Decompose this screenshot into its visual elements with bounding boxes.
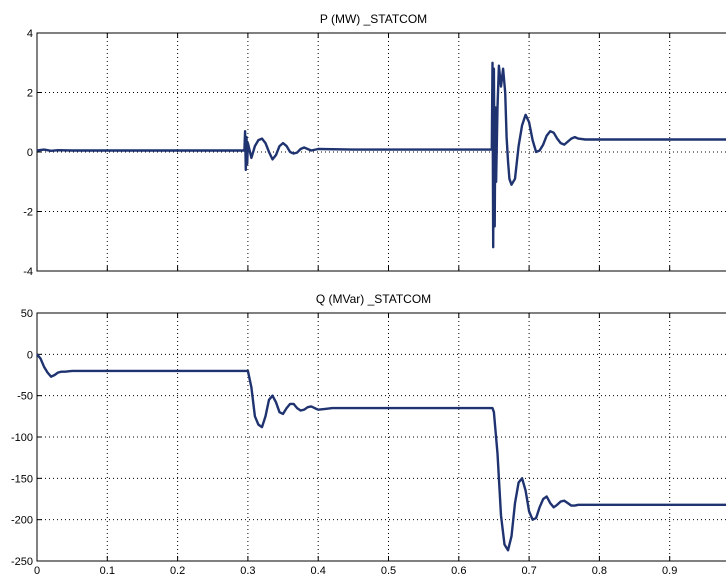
x-tick-label: 0.7 — [521, 565, 536, 577]
y-tick-label: 4 — [27, 28, 33, 40]
x-tick-label: 0.2 — [170, 565, 185, 577]
y-tick-label: -50 — [17, 391, 33, 403]
chart-title: Q (MVar) _STATCOM — [316, 292, 431, 306]
x-tick-label: 0 — [34, 565, 40, 577]
x-tick-label: 0.9 — [662, 565, 677, 577]
y-tick-label: 50 — [21, 308, 33, 320]
x-tick-label: 0.4 — [311, 565, 326, 577]
y-tick-label: -100 — [11, 432, 33, 444]
y-tick-label: 2 — [27, 88, 33, 100]
y-tick-label: 0 — [27, 147, 33, 159]
y-tick-label: -4 — [23, 266, 33, 278]
y-tick-label: -150 — [11, 473, 33, 485]
y-tick-label: -2 — [23, 207, 33, 219]
x-tick-label: 0.8 — [592, 565, 607, 577]
series-line — [36, 353, 726, 552]
x-tick-label: 0.3 — [240, 565, 255, 577]
x-tick-label: 0.6 — [451, 565, 466, 577]
y-tick-label: -250 — [11, 556, 33, 568]
x-tick-label: 0.5 — [381, 565, 396, 577]
series-line — [36, 61, 726, 249]
y-tick-label: 0 — [27, 349, 33, 361]
q-mvar-panel: Q (MVar) _STATCOM 0 0.1 0.2 0.3 0.4 0.5 0.6 0.7 0… — [11, 292, 726, 577]
chart-title: P (MW) _STATCOM — [320, 12, 427, 26]
p-mw-panel: P (MW) _STATCOM 4 2 0 -2 -4 — [23, 12, 726, 278]
x-tick-label: 0.1 — [100, 565, 115, 577]
y-tick-label: -200 — [11, 515, 33, 527]
